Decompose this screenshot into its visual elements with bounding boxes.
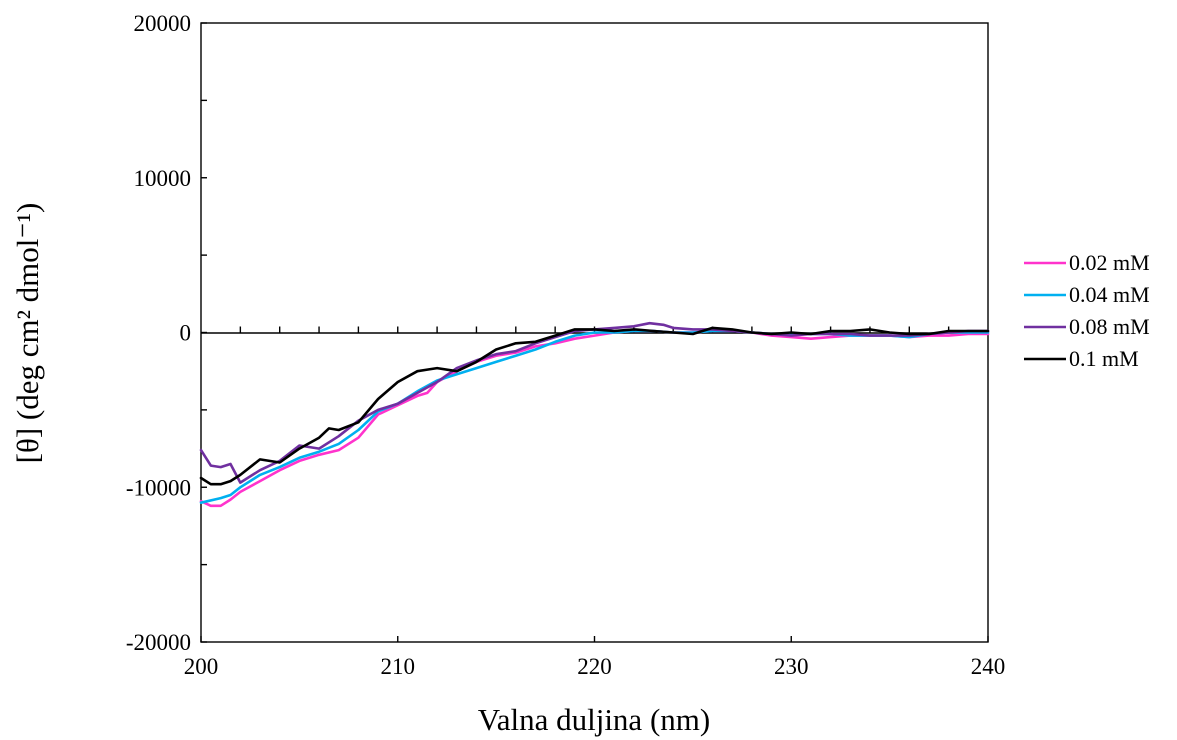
x-tick-label: 240 <box>971 654 1006 679</box>
y-tick-label: -10000 <box>126 475 191 500</box>
legend-label: 0.04 mM <box>1069 282 1150 307</box>
legend-label: 0.08 mM <box>1069 314 1150 339</box>
y-axis-label: [θ] (deg cm² dmol⁻¹) <box>10 203 45 464</box>
legend-label: 0.1 mM <box>1069 346 1139 371</box>
y-tick-label: 10000 <box>134 166 192 191</box>
series-line-0-08-mM <box>199 321 990 484</box>
y-tick-labels: -20000 -10000 0 10000 20000 <box>126 11 191 655</box>
x-minor-ticks <box>200 326 989 642</box>
series-lines <box>199 321 990 508</box>
x-tick-label: 220 <box>577 654 612 679</box>
legend-label: 0.02 mM <box>1069 250 1150 275</box>
y-tick-label: -20000 <box>126 630 191 655</box>
series-line-0-04-mM <box>199 329 990 505</box>
legend-item: 0.08 mM <box>1024 314 1150 339</box>
series-line-0-1-mM <box>199 326 990 486</box>
y-tick-label: 20000 <box>134 11 192 36</box>
legend-item: 0.04 mM <box>1024 282 1150 307</box>
x-tick-label: 200 <box>184 654 219 679</box>
y-minor-ticks <box>201 22 207 643</box>
x-tick-labels: 200 210 220 230 240 <box>184 654 1006 679</box>
legend-item: 0.1 mM <box>1024 346 1139 371</box>
x-axis-label: Valna duljina (nm) <box>478 702 710 737</box>
legend-item: 0.02 mM <box>1024 250 1150 275</box>
series-line-0-02-mM <box>199 329 990 508</box>
y-tick-label: 0 <box>180 321 192 346</box>
x-tick-label: 230 <box>774 654 809 679</box>
legend: 0.02 mM 0.04 mM 0.08 mM 0.1 mM <box>1024 250 1150 371</box>
x-tick-label: 210 <box>381 654 416 679</box>
